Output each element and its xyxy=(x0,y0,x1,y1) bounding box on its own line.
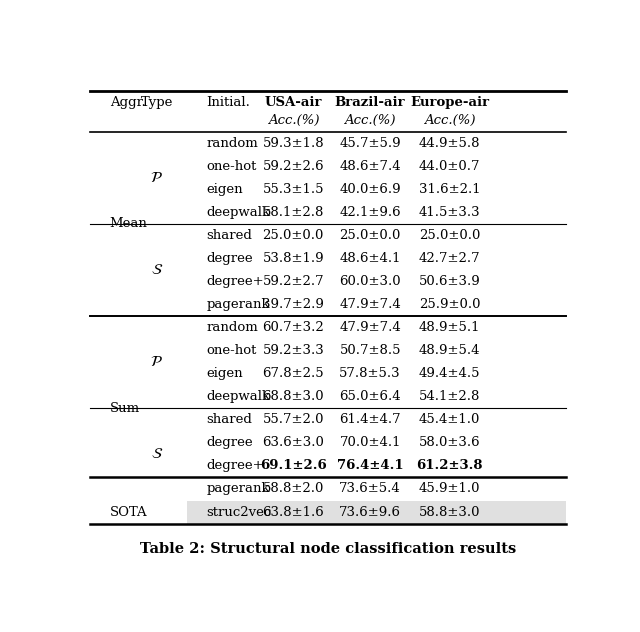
Text: 68.8±3.0: 68.8±3.0 xyxy=(262,391,324,403)
Text: 44.0±0.7: 44.0±0.7 xyxy=(419,160,480,173)
Text: 61.4±4.7: 61.4±4.7 xyxy=(339,413,401,427)
Text: Acc.(%): Acc.(%) xyxy=(344,114,396,127)
Text: 73.6±5.4: 73.6±5.4 xyxy=(339,482,401,495)
Text: Acc.(%): Acc.(%) xyxy=(424,114,476,127)
Text: 48.9±5.4: 48.9±5.4 xyxy=(419,344,480,357)
Text: 25.0±0.0: 25.0±0.0 xyxy=(419,229,480,242)
Text: 63.6±3.0: 63.6±3.0 xyxy=(262,436,324,449)
Bar xyxy=(187,501,566,523)
Text: 48.6±4.1: 48.6±4.1 xyxy=(339,252,401,265)
Text: pagerank: pagerank xyxy=(207,482,270,495)
Text: eigen: eigen xyxy=(207,367,243,380)
Text: pagerank: pagerank xyxy=(207,298,270,311)
Text: Table 2: Structural node classification results: Table 2: Structural node classification … xyxy=(140,542,516,556)
Text: 53.8±1.9: 53.8±1.9 xyxy=(262,252,324,265)
Text: 59.2±2.7: 59.2±2.7 xyxy=(262,275,324,288)
Text: 59.2±2.6: 59.2±2.6 xyxy=(262,160,324,173)
Text: 50.7±8.5: 50.7±8.5 xyxy=(339,344,401,357)
Text: Aggr.: Aggr. xyxy=(110,96,145,109)
Text: Brazil-air: Brazil-air xyxy=(335,96,406,109)
Text: Acc.(%): Acc.(%) xyxy=(268,114,319,127)
Text: shared: shared xyxy=(207,413,252,427)
Text: USA-air: USA-air xyxy=(264,96,322,109)
Text: 57.8±5.3: 57.8±5.3 xyxy=(339,367,401,380)
Text: degree+: degree+ xyxy=(207,275,264,288)
Text: $\mathcal{S}$: $\mathcal{S}$ xyxy=(151,447,163,461)
Text: 58.1±2.8: 58.1±2.8 xyxy=(262,206,324,219)
Text: $\mathcal{P}$: $\mathcal{P}$ xyxy=(150,355,163,369)
Text: Mean: Mean xyxy=(110,217,148,231)
Text: 61.2±3.8: 61.2±3.8 xyxy=(416,459,483,473)
Text: 45.9±1.0: 45.9±1.0 xyxy=(419,482,480,495)
Text: random: random xyxy=(207,137,258,150)
Text: 50.6±3.9: 50.6±3.9 xyxy=(419,275,481,288)
Text: deepwalk: deepwalk xyxy=(207,391,271,403)
Text: 76.4±4.1: 76.4±4.1 xyxy=(337,459,403,473)
Text: degree: degree xyxy=(207,252,253,265)
Text: 47.9±7.4: 47.9±7.4 xyxy=(339,298,401,311)
Text: 58.0±3.6: 58.0±3.6 xyxy=(419,436,481,449)
Text: 39.7±2.9: 39.7±2.9 xyxy=(262,298,324,311)
Text: 44.9±5.8: 44.9±5.8 xyxy=(419,137,480,150)
Text: one-hot: one-hot xyxy=(207,344,257,357)
Text: Type: Type xyxy=(141,96,173,109)
Text: 25.0±0.0: 25.0±0.0 xyxy=(339,229,401,242)
Text: 48.6±7.4: 48.6±7.4 xyxy=(339,160,401,173)
Text: $\mathcal{S}$: $\mathcal{S}$ xyxy=(151,263,163,277)
Text: deepwalk: deepwalk xyxy=(207,206,271,219)
Text: 59.3±1.8: 59.3±1.8 xyxy=(262,137,324,150)
Text: 60.7±3.2: 60.7±3.2 xyxy=(262,321,324,334)
Text: eigen: eigen xyxy=(207,183,243,196)
Text: $\mathcal{P}$: $\mathcal{P}$ xyxy=(150,171,163,185)
Text: Europe-air: Europe-air xyxy=(410,96,489,109)
Text: 40.0±6.9: 40.0±6.9 xyxy=(339,183,401,196)
Text: 73.6±9.6: 73.6±9.6 xyxy=(339,506,401,518)
Text: 55.3±1.5: 55.3±1.5 xyxy=(262,183,324,196)
Text: 42.1±9.6: 42.1±9.6 xyxy=(339,206,401,219)
Text: degree+: degree+ xyxy=(207,459,264,473)
Text: 55.7±2.0: 55.7±2.0 xyxy=(262,413,324,427)
Text: 59.2±3.3: 59.2±3.3 xyxy=(262,344,324,357)
Text: 47.9±7.4: 47.9±7.4 xyxy=(339,321,401,334)
Text: 42.7±2.7: 42.7±2.7 xyxy=(419,252,481,265)
Text: one-hot: one-hot xyxy=(207,160,257,173)
Text: 48.9±5.1: 48.9±5.1 xyxy=(419,321,480,334)
Text: 70.0±4.1: 70.0±4.1 xyxy=(339,436,401,449)
Text: SOTA: SOTA xyxy=(110,506,147,518)
Text: 41.5±3.3: 41.5±3.3 xyxy=(419,206,481,219)
Text: 65.0±6.4: 65.0±6.4 xyxy=(339,391,401,403)
Text: 63.8±1.6: 63.8±1.6 xyxy=(262,506,324,518)
Text: 54.1±2.8: 54.1±2.8 xyxy=(419,391,480,403)
Text: Sum: Sum xyxy=(110,402,140,415)
Text: 60.0±3.0: 60.0±3.0 xyxy=(339,275,401,288)
Text: 45.7±5.9: 45.7±5.9 xyxy=(339,137,401,150)
Text: struc2vec: struc2vec xyxy=(207,506,272,518)
Text: degree: degree xyxy=(207,436,253,449)
Text: shared: shared xyxy=(207,229,252,242)
Text: 25.9±0.0: 25.9±0.0 xyxy=(419,298,480,311)
Text: 69.1±2.6: 69.1±2.6 xyxy=(260,459,326,473)
Text: 31.6±2.1: 31.6±2.1 xyxy=(419,183,481,196)
Text: Initial.: Initial. xyxy=(207,96,250,109)
Text: 58.8±2.0: 58.8±2.0 xyxy=(262,482,324,495)
Text: 58.8±3.0: 58.8±3.0 xyxy=(419,506,480,518)
Text: 45.4±1.0: 45.4±1.0 xyxy=(419,413,480,427)
Text: random: random xyxy=(207,321,258,334)
Text: 25.0±0.0: 25.0±0.0 xyxy=(262,229,324,242)
Text: 49.4±4.5: 49.4±4.5 xyxy=(419,367,480,380)
Text: 67.8±2.5: 67.8±2.5 xyxy=(262,367,324,380)
